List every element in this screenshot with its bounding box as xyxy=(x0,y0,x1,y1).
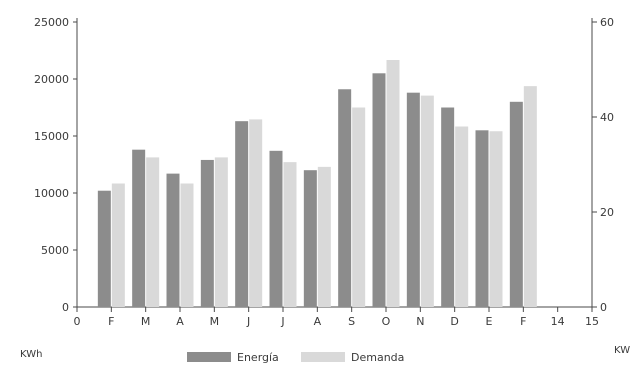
x-tick-label: 15 xyxy=(585,315,599,328)
x-tick-label: M xyxy=(141,315,151,328)
x-tick-label: N xyxy=(416,315,424,328)
x-tick-label: O xyxy=(382,315,391,328)
bar-energia xyxy=(475,130,489,307)
bar-energia xyxy=(509,101,523,307)
bar-energia xyxy=(303,170,317,307)
chart-labels: 0 5000 10000 15000 20000 25000 0 20 40 60 0 F M A M J J A… xyxy=(20,16,630,360)
x-tick-label: A xyxy=(176,315,184,328)
x-tick-label: J xyxy=(280,315,284,328)
bar-energia xyxy=(338,89,352,307)
legend-label: Demanda xyxy=(351,351,404,364)
y-left-tick-label: 0 xyxy=(62,301,69,314)
bar-demanda xyxy=(214,157,228,307)
y-right-tick-label: 60 xyxy=(600,16,614,29)
bar-demanda xyxy=(111,183,125,307)
bar-demanda xyxy=(455,126,469,307)
bar-energia xyxy=(269,150,283,307)
bar-demanda xyxy=(352,107,366,307)
y-left-tick-label: 10000 xyxy=(34,187,69,200)
y-left-unit-label: KWh xyxy=(20,349,42,360)
x-tick-label: A xyxy=(314,315,322,328)
x-tick-label: F xyxy=(520,315,526,328)
bar-demanda xyxy=(489,131,503,307)
bar-demanda xyxy=(523,86,537,307)
bar-demanda xyxy=(180,183,194,307)
x-tick-label: M xyxy=(210,315,220,328)
bar-energia xyxy=(166,173,180,307)
y-left-tick-label: 15000 xyxy=(34,130,69,143)
bar-energia xyxy=(441,107,455,307)
y-right-tick-label: 0 xyxy=(600,301,607,314)
legend-label: Energía xyxy=(237,351,279,364)
y-right-tick-label: 20 xyxy=(600,206,614,219)
x-tick-label: F xyxy=(108,315,114,328)
x-tick-label: D xyxy=(450,315,458,328)
legend-swatch xyxy=(301,352,345,362)
y-left-tick-label: 5000 xyxy=(41,244,69,257)
bar-demanda xyxy=(146,157,160,307)
legend-swatch xyxy=(187,352,231,362)
y-right-unit-label: KW xyxy=(614,345,630,356)
y-left-tick-label: 20000 xyxy=(34,73,69,86)
y-left-tick-label: 25000 xyxy=(34,16,69,29)
x-tick-label: 0 xyxy=(74,315,81,328)
chart-legend: Energía Demanda xyxy=(187,351,404,364)
bar-energia xyxy=(200,159,214,307)
bar-energia xyxy=(97,190,111,307)
bar-energia xyxy=(235,121,249,308)
bar-demanda xyxy=(420,95,434,307)
x-tick-label: E xyxy=(486,315,493,328)
x-tick-label: S xyxy=(348,315,355,328)
bar-demanda xyxy=(283,162,297,307)
bar-energia xyxy=(372,73,386,307)
bar-demanda xyxy=(249,119,263,307)
y-right-tick-label: 40 xyxy=(600,111,614,124)
chart-bars xyxy=(97,60,537,308)
x-tick-label: 14 xyxy=(551,315,565,328)
bar-demanda xyxy=(386,60,400,307)
x-tick-label: J xyxy=(246,315,250,328)
bar-energia xyxy=(132,149,146,307)
bar-energia xyxy=(406,92,420,308)
chart-axes xyxy=(73,18,597,312)
bar-demanda xyxy=(317,166,331,307)
